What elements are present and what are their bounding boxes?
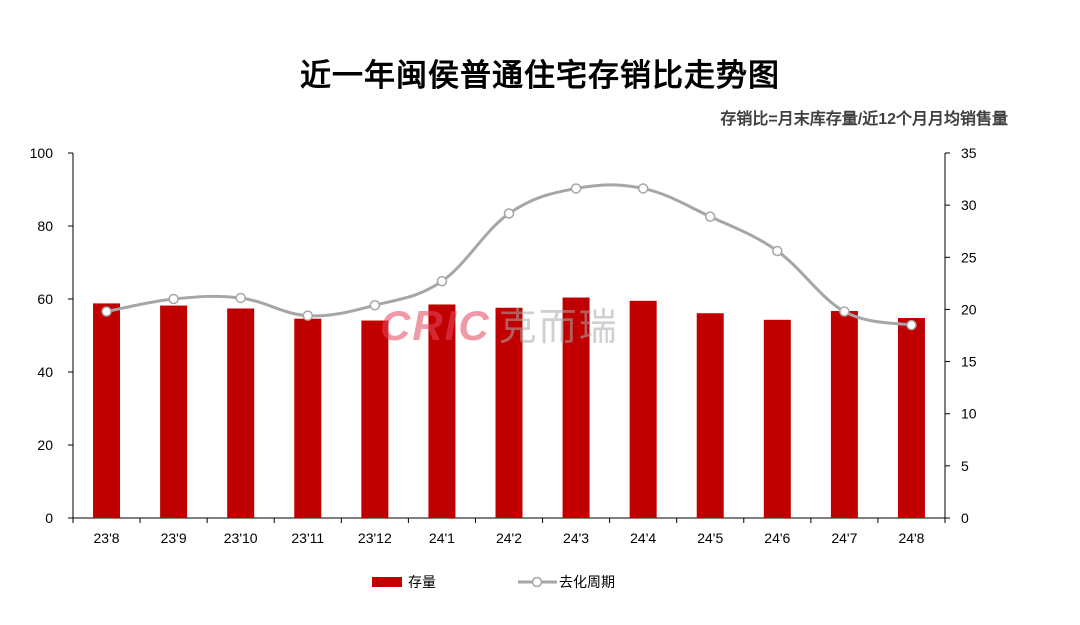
x-tick-label: 23'9 (161, 530, 187, 546)
bar-存量 (227, 308, 255, 518)
x-tick-label: 24'7 (831, 530, 857, 546)
y-left-tick-label: 40 (37, 364, 53, 380)
y-right-tick-label: 5 (961, 458, 969, 474)
formula-note: 存销比=月末库存量/近12个月月均销售量 (720, 111, 1008, 128)
brand-watermark: CRIC 克而瑞 (380, 296, 619, 351)
legend-swatch-marker (531, 576, 543, 588)
chart-title: 近一年闽侯普通住宅存销比走势图 (300, 58, 780, 93)
bar-存量 (763, 319, 791, 518)
y-left-tick-label: 100 (30, 145, 54, 161)
line-point-去化周期 (906, 319, 917, 331)
y-left-tick-label: 0 (45, 510, 53, 526)
line-point-去化周期 (637, 183, 649, 194)
x-tick-label: 24'1 (429, 530, 455, 546)
x-tick-label: 23'11 (291, 530, 324, 546)
y-left-tick-label: 20 (37, 437, 53, 453)
y-right-tick-label: 30 (961, 197, 977, 213)
legend-label-bar: 存量 (408, 574, 436, 590)
line-point-去化周期 (101, 306, 112, 317)
y-left-tick-label: 60 (37, 291, 53, 307)
y-right-tick-label: 0 (961, 510, 969, 526)
x-tick-label: 23'10 (224, 530, 258, 546)
x-tick-label: 23'12 (358, 530, 392, 546)
y-right-tick-label: 35 (961, 145, 977, 161)
bar-存量 (160, 305, 188, 518)
x-tick-label: 24'3 (563, 530, 589, 546)
y-left-tick-label: 80 (37, 218, 53, 234)
line-point-去化周期 (839, 306, 850, 317)
x-tick-label: 24'5 (697, 530, 723, 546)
line-point-去化周期 (302, 310, 314, 321)
line-point-去化周期 (704, 211, 716, 222)
legend-swatch-bar (372, 577, 402, 587)
x-tick-label: 24'4 (630, 530, 656, 546)
bar-存量 (93, 303, 121, 518)
x-tick-label: 24'2 (496, 530, 522, 546)
bar-存量 (294, 318, 322, 518)
legend-label-line: 去化周期 (559, 574, 615, 590)
y-right-tick-label: 20 (961, 301, 977, 317)
line-point-去化周期 (570, 183, 582, 194)
x-tick-label: 24'6 (764, 530, 790, 546)
bar-存量 (696, 313, 724, 518)
brand-watermark-cn: 克而瑞 (498, 307, 619, 349)
brand-watermark-latin: CRIC (380, 302, 491, 349)
bar-存量 (830, 311, 858, 518)
line-point-去化周期 (168, 293, 179, 305)
bar-存量 (428, 304, 456, 518)
y-right-tick-label: 10 (961, 406, 977, 422)
x-tick-label: 23'8 (94, 530, 120, 546)
y-right-tick-label: 25 (961, 249, 977, 265)
bar-存量 (495, 307, 523, 518)
x-tick-label: 24'8 (898, 530, 924, 546)
line-point-去化周期 (235, 292, 246, 304)
line-point-去化周期 (772, 245, 783, 257)
y-right-tick-label: 15 (961, 354, 977, 370)
line-point-去化周期 (503, 208, 515, 219)
bar-存量 (562, 297, 590, 518)
bar-存量 (629, 300, 657, 518)
line-point-去化周期 (436, 276, 448, 287)
bar-存量 (361, 320, 389, 518)
bar-存量 (897, 317, 925, 518)
line-point-去化周期 (369, 300, 381, 311)
